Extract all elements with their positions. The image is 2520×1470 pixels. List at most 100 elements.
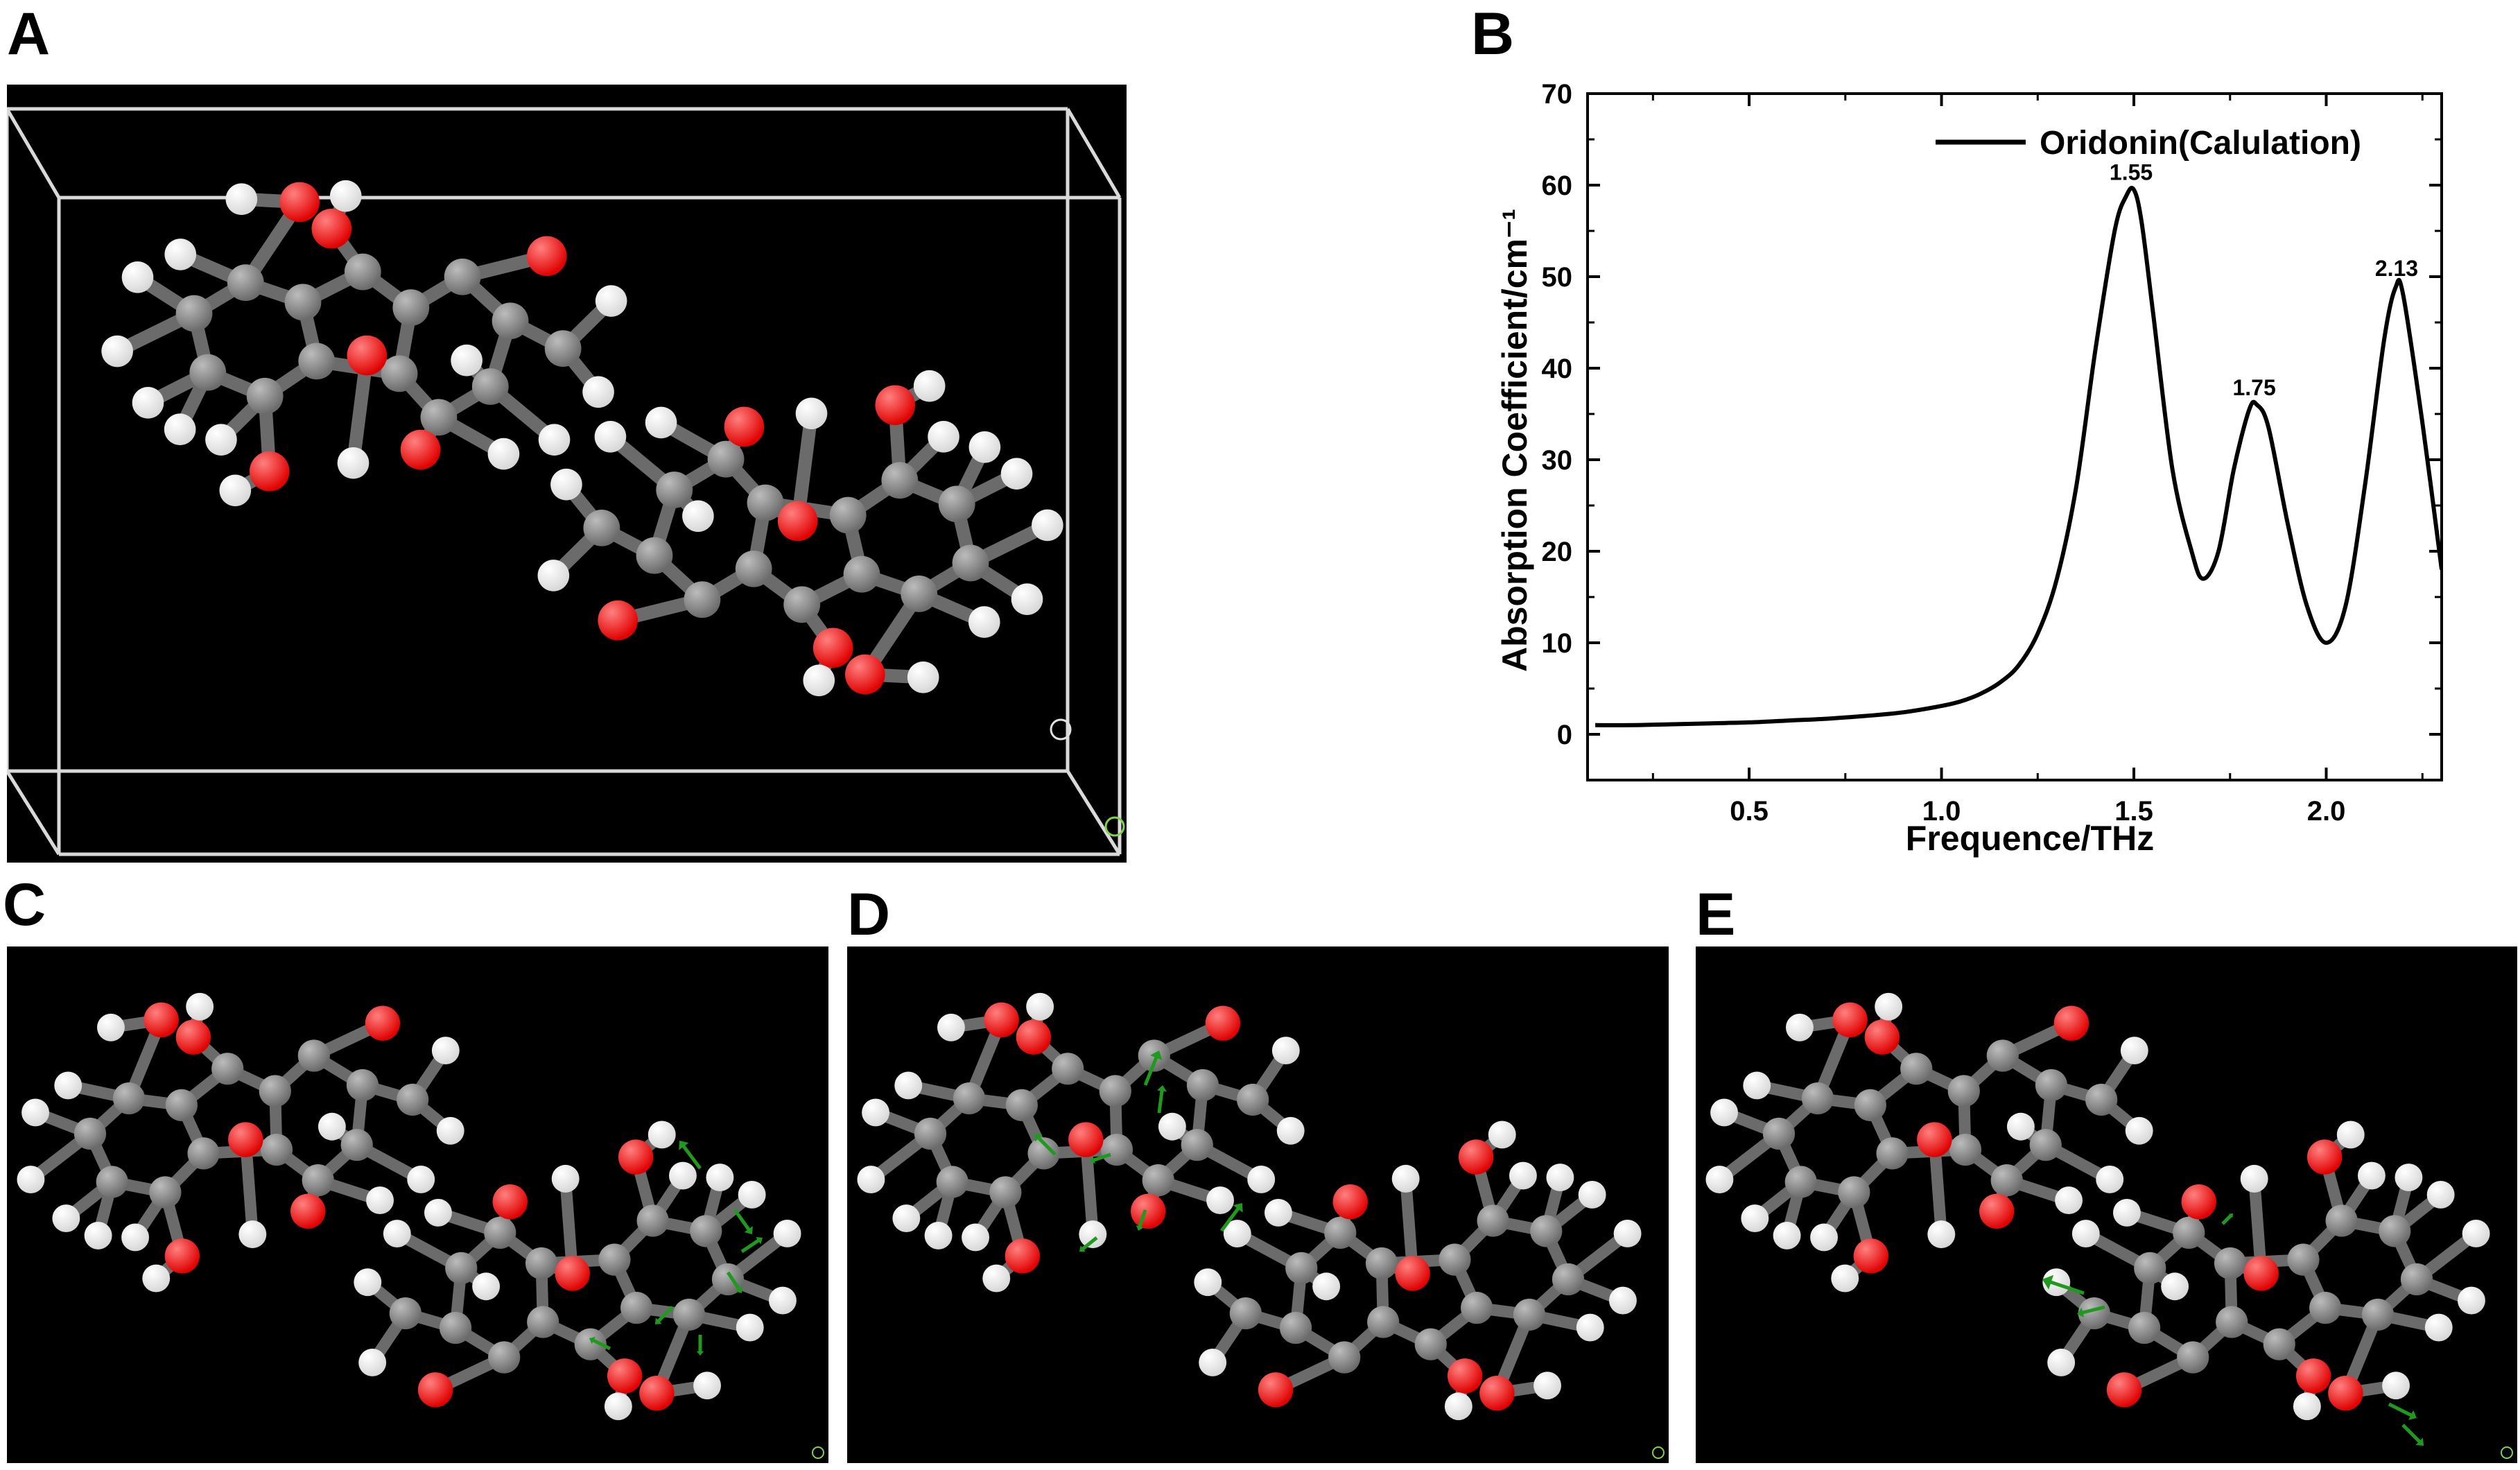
y-tick-label: 0 bbox=[1557, 720, 1572, 750]
carbon-atom bbox=[2173, 1216, 2205, 1249]
hydrogen-atom bbox=[1194, 1268, 1222, 1297]
hydrogen-atom bbox=[1705, 1166, 1734, 1193]
hydrogen-atom bbox=[1158, 1112, 1186, 1141]
carbon-atom bbox=[2029, 1129, 2062, 1161]
oxygen-atom bbox=[984, 1002, 1019, 1038]
hydrogen-atom bbox=[894, 1071, 923, 1100]
hydrogen-atom bbox=[1247, 1165, 1276, 1193]
hydrogen-atom bbox=[2426, 1181, 2455, 1209]
carbon-atom bbox=[2361, 1298, 2395, 1331]
carbon-atom bbox=[227, 264, 264, 302]
hydrogen-atom bbox=[225, 183, 258, 216]
hydrogen-atom bbox=[1810, 1223, 1839, 1252]
plot-frame bbox=[1586, 92, 2443, 781]
hydrogen-atom bbox=[1875, 992, 1903, 1021]
hydrogen-atom bbox=[595, 285, 627, 317]
carbon-atom bbox=[488, 1341, 521, 1374]
carbon-atom bbox=[2078, 1297, 2110, 1330]
carbon-atom bbox=[389, 1297, 422, 1330]
vector-head bbox=[1136, 1225, 1144, 1231]
carbon-atom bbox=[165, 1089, 198, 1121]
molecule-scene-a bbox=[7, 85, 1127, 863]
displacement-vectors bbox=[1034, 1050, 1243, 1252]
carbon-atom bbox=[1513, 1298, 1546, 1331]
peak-label: 1.75 bbox=[2232, 375, 2275, 400]
carbon-atom bbox=[2379, 1215, 2411, 1247]
carbon-atom bbox=[1229, 1297, 1262, 1330]
hydrogen-atom bbox=[1546, 1164, 1574, 1192]
carbon-atom bbox=[1052, 1053, 1084, 1085]
vector-head bbox=[735, 1286, 743, 1293]
oxygen-atom bbox=[228, 1122, 263, 1157]
hydrogen-atom bbox=[383, 1220, 411, 1248]
hydrogen-atom bbox=[1026, 992, 1054, 1021]
hydrogen-atom bbox=[1831, 1264, 1859, 1292]
hydrogen-atom bbox=[937, 1013, 965, 1041]
y-tick-label: 10 bbox=[1542, 628, 1573, 659]
carbon-atom bbox=[397, 1083, 429, 1116]
carbon-atom bbox=[298, 343, 336, 380]
oxygen-atom bbox=[598, 600, 638, 641]
hydrogen-atom bbox=[550, 468, 582, 501]
molecule-1 bbox=[1705, 992, 2153, 1292]
hydrogen-atom bbox=[907, 661, 939, 693]
hydrogen-atom bbox=[1000, 458, 1033, 490]
carbon-atom bbox=[260, 1133, 293, 1166]
hydrogen-atom bbox=[1079, 1220, 1107, 1249]
carbon-atom bbox=[1181, 1129, 1213, 1161]
oxygen-atom bbox=[400, 429, 441, 470]
cell-edge bbox=[1066, 107, 1122, 199]
hydrogen-atom bbox=[1011, 583, 1043, 615]
hydrogen-atom bbox=[431, 1037, 460, 1064]
hydrogen-atom bbox=[96, 1013, 125, 1041]
hydrogen-atom bbox=[121, 1223, 150, 1252]
hydrogen-atom bbox=[186, 992, 214, 1021]
vector-shaft bbox=[1143, 1055, 1158, 1086]
unit-cell-render bbox=[7, 107, 1125, 856]
carbon-atom bbox=[1876, 1137, 1909, 1170]
molecule-1 bbox=[17, 992, 464, 1292]
y-tick-label: 20 bbox=[1542, 537, 1573, 567]
carbon-atom bbox=[1414, 1328, 1447, 1360]
carbon-atom bbox=[684, 581, 721, 619]
vector-head bbox=[2077, 1307, 2085, 1317]
hydrogen-atom bbox=[862, 1098, 889, 1127]
hydrogen-atom bbox=[2395, 1164, 2423, 1192]
carbon-atom bbox=[938, 485, 975, 523]
vector-head bbox=[679, 1141, 689, 1150]
cell-edge bbox=[7, 107, 61, 199]
vector-shaft bbox=[2049, 1280, 2085, 1295]
molecule-2 bbox=[2042, 1121, 2490, 1421]
hydrogen-atom bbox=[968, 606, 1000, 638]
carbon-atom bbox=[1367, 1306, 1400, 1338]
y-tick-label: 60 bbox=[1542, 171, 1573, 201]
carbon-atom bbox=[1530, 1215, 1563, 1247]
cell-edge bbox=[1066, 770, 1122, 856]
oxygen-atom bbox=[417, 1372, 453, 1408]
hydrogen-atom bbox=[2047, 1349, 2076, 1376]
oxygen-atom bbox=[1016, 1019, 1052, 1055]
carbon-atom bbox=[1461, 1292, 1493, 1324]
carbon-atom bbox=[953, 1082, 986, 1115]
hydrogen-atom bbox=[164, 239, 197, 270]
absorption-curve bbox=[1595, 186, 2442, 727]
oxygen-atom bbox=[1479, 1375, 1515, 1411]
axis-marker bbox=[1652, 1446, 1665, 1459]
oxygen-atom bbox=[1258, 1372, 1294, 1408]
carbon-atom bbox=[187, 1137, 220, 1170]
x-tick-label: 2.0 bbox=[2307, 796, 2346, 827]
hydrogen-atom bbox=[219, 474, 252, 507]
carbon-atom bbox=[112, 1082, 146, 1115]
vector-shaft bbox=[733, 1209, 751, 1231]
oxygen-atom bbox=[164, 1238, 200, 1274]
hydrogen-atom bbox=[54, 1071, 82, 1100]
hydrogen-atom bbox=[2071, 1220, 2100, 1248]
carbon-atom bbox=[2128, 1311, 2161, 1344]
vector-head bbox=[2408, 1410, 2417, 1420]
absorption-chart: 0.5 1.0 1.5 2.0 0 10 20 30 40 50 60 70 1.55 1.75 2.13… bbox=[1495, 79, 2443, 858]
carbon-atom bbox=[420, 399, 458, 436]
cell-edge bbox=[7, 770, 61, 856]
hydrogen-atom bbox=[436, 1116, 464, 1145]
carbon-atom bbox=[1100, 1133, 1133, 1166]
carbon-atom bbox=[583, 509, 620, 546]
